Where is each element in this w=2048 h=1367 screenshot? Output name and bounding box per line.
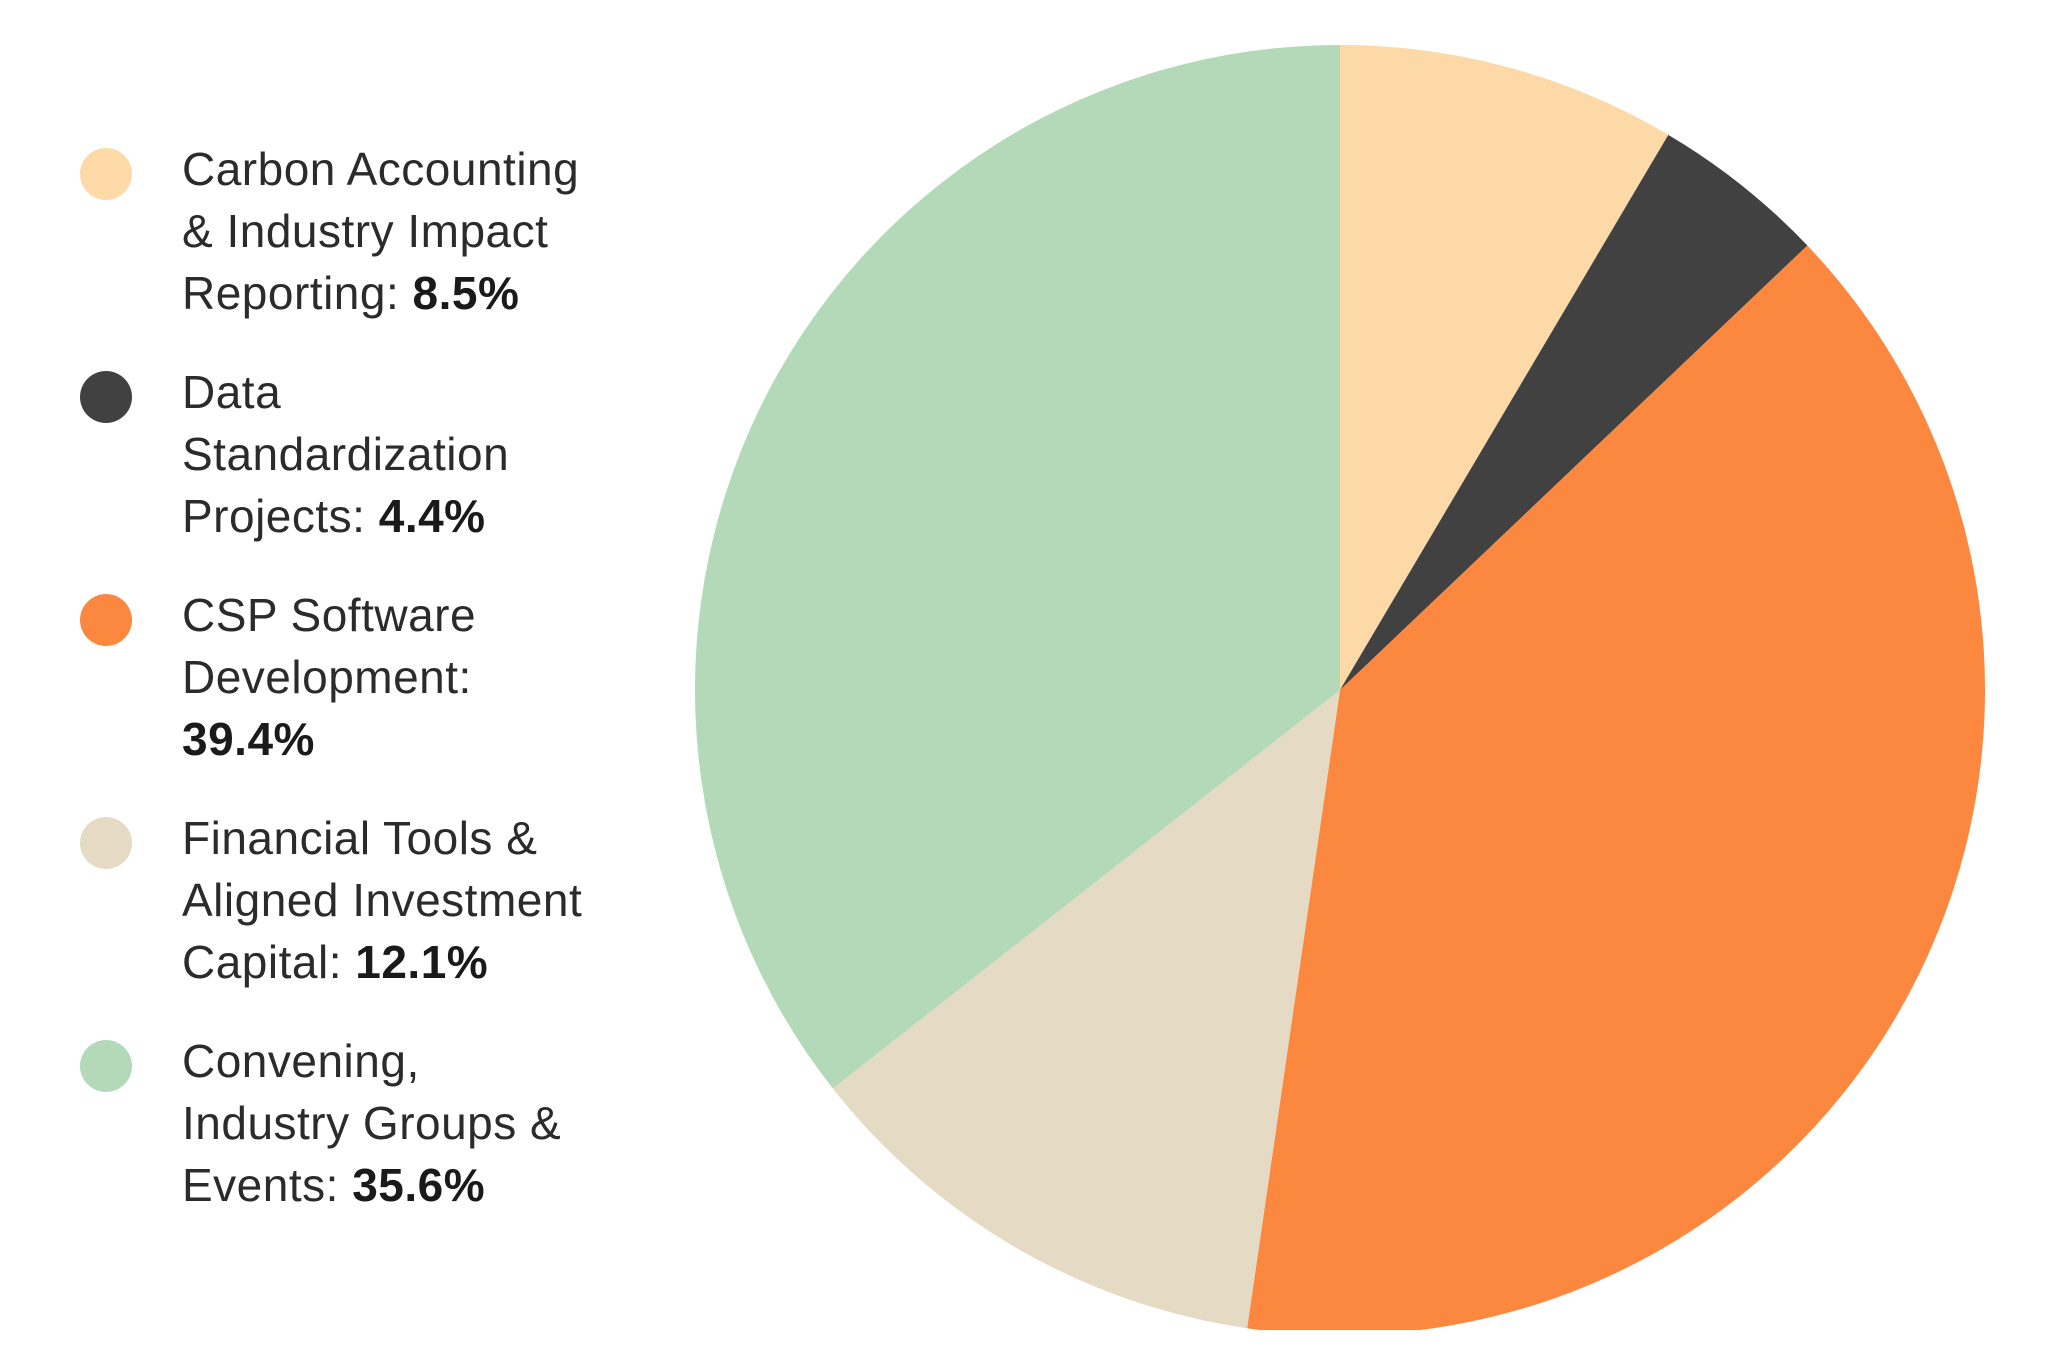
- legend-text-csp-software: CSP Software Development:: [182, 589, 477, 703]
- pie-chart-svg: [695, 45, 1985, 1330]
- legend-item-convening: Convening, Industry Groups & Events: 35.…: [80, 1030, 680, 1253]
- legend-label-data-standardization: Data Standardization Projects: 4.4%: [182, 361, 680, 547]
- legend-label-convening: Convening, Industry Groups & Events: 35.…: [182, 1030, 680, 1216]
- legend: Carbon Accounting & Industry Impact Repo…: [80, 138, 680, 1253]
- legend-value-carbon-accounting: 8.5%: [412, 267, 520, 319]
- pie-chart: [690, 30, 1990, 1330]
- legend-label-csp-software: CSP Software Development: 39.4%: [182, 584, 680, 770]
- legend-swatch-data-standardization: [80, 371, 132, 423]
- legend-value-financial-tools: 12.1%: [355, 936, 489, 988]
- pie-slice-financial-tools: [832, 690, 1340, 1329]
- legend-swatch-convening: [80, 1040, 132, 1092]
- legend-swatch-carbon-accounting: [80, 148, 132, 200]
- legend-value-convening: 35.6%: [352, 1159, 486, 1211]
- legend-swatch-financial-tools: [80, 817, 132, 869]
- pie-slice-data-standardization: [1340, 134, 1808, 690]
- legend-item-carbon-accounting: Carbon Accounting & Industry Impact Repo…: [80, 138, 680, 361]
- legend-item-data-standardization: Data Standardization Projects: 4.4%: [80, 361, 680, 584]
- legend-value-csp-software: 39.4%: [182, 713, 315, 765]
- legend-text-convening: Convening, Industry Groups & Events:: [182, 1035, 562, 1211]
- legend-item-financial-tools: Financial Tools & Aligned Investment Cap…: [80, 807, 680, 1030]
- legend-swatch-csp-software: [80, 594, 132, 646]
- legend-item-csp-software: CSP Software Development: 39.4%: [80, 584, 680, 807]
- legend-label-carbon-accounting: Carbon Accounting & Industry Impact Repo…: [182, 138, 680, 324]
- legend-text-data-standardization: Data Standardization Projects:: [182, 366, 510, 542]
- legend-text-carbon-accounting: Carbon Accounting & Industry Impact Repo…: [182, 143, 580, 319]
- pie-slice-convening: [695, 45, 1340, 1089]
- legend-label-financial-tools: Financial Tools & Aligned Investment Cap…: [182, 807, 680, 993]
- legend-text-financial-tools: Financial Tools & Aligned Investment Cap…: [182, 812, 583, 988]
- pie-slice-csp-software: [1247, 245, 1985, 1330]
- pie-slice-carbon-accounting: [1340, 45, 1669, 690]
- legend-value-data-standardization: 4.4%: [378, 490, 486, 542]
